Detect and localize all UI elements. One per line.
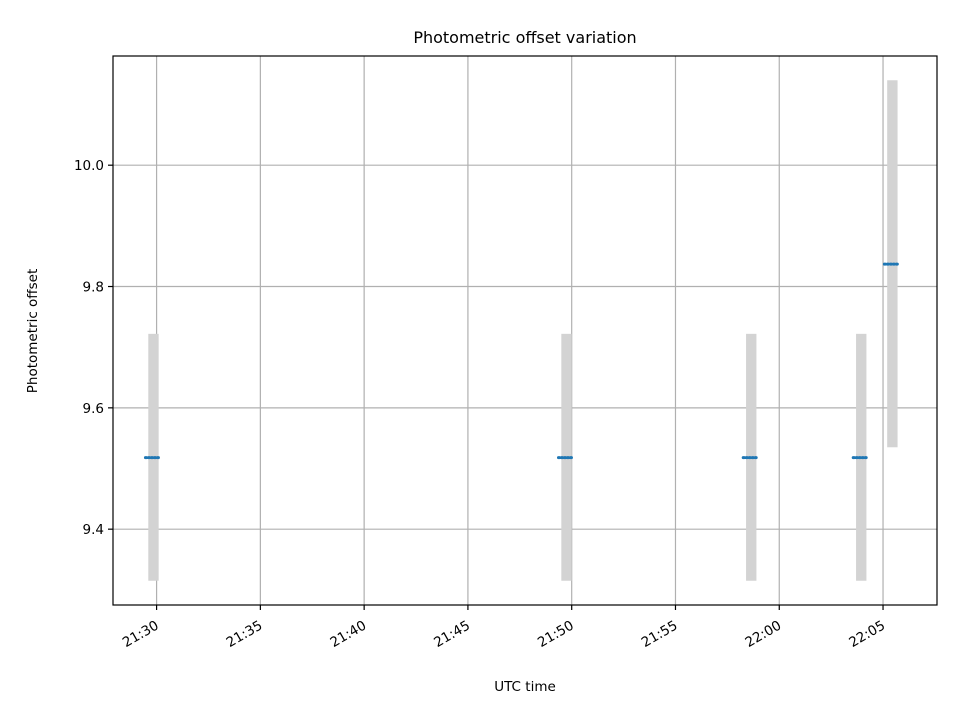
- y-axis-ticks: 9.4 9.6 9.8 10.0: [74, 158, 113, 538]
- chart-title: Photometric offset variation: [413, 28, 636, 47]
- y-tick-label: 9.8: [83, 280, 104, 296]
- data-points: [143, 262, 900, 460]
- grid-lines: [113, 56, 937, 605]
- x-axis-label: UTC time: [494, 679, 556, 695]
- plot-frame: [112, 55, 938, 606]
- y-axis-label: Photometric offset: [25, 269, 41, 393]
- y-tick-label: 9.4: [83, 522, 104, 538]
- y-tick-label: 9.6: [83, 401, 104, 417]
- y-tick-label: 10.0: [74, 158, 104, 174]
